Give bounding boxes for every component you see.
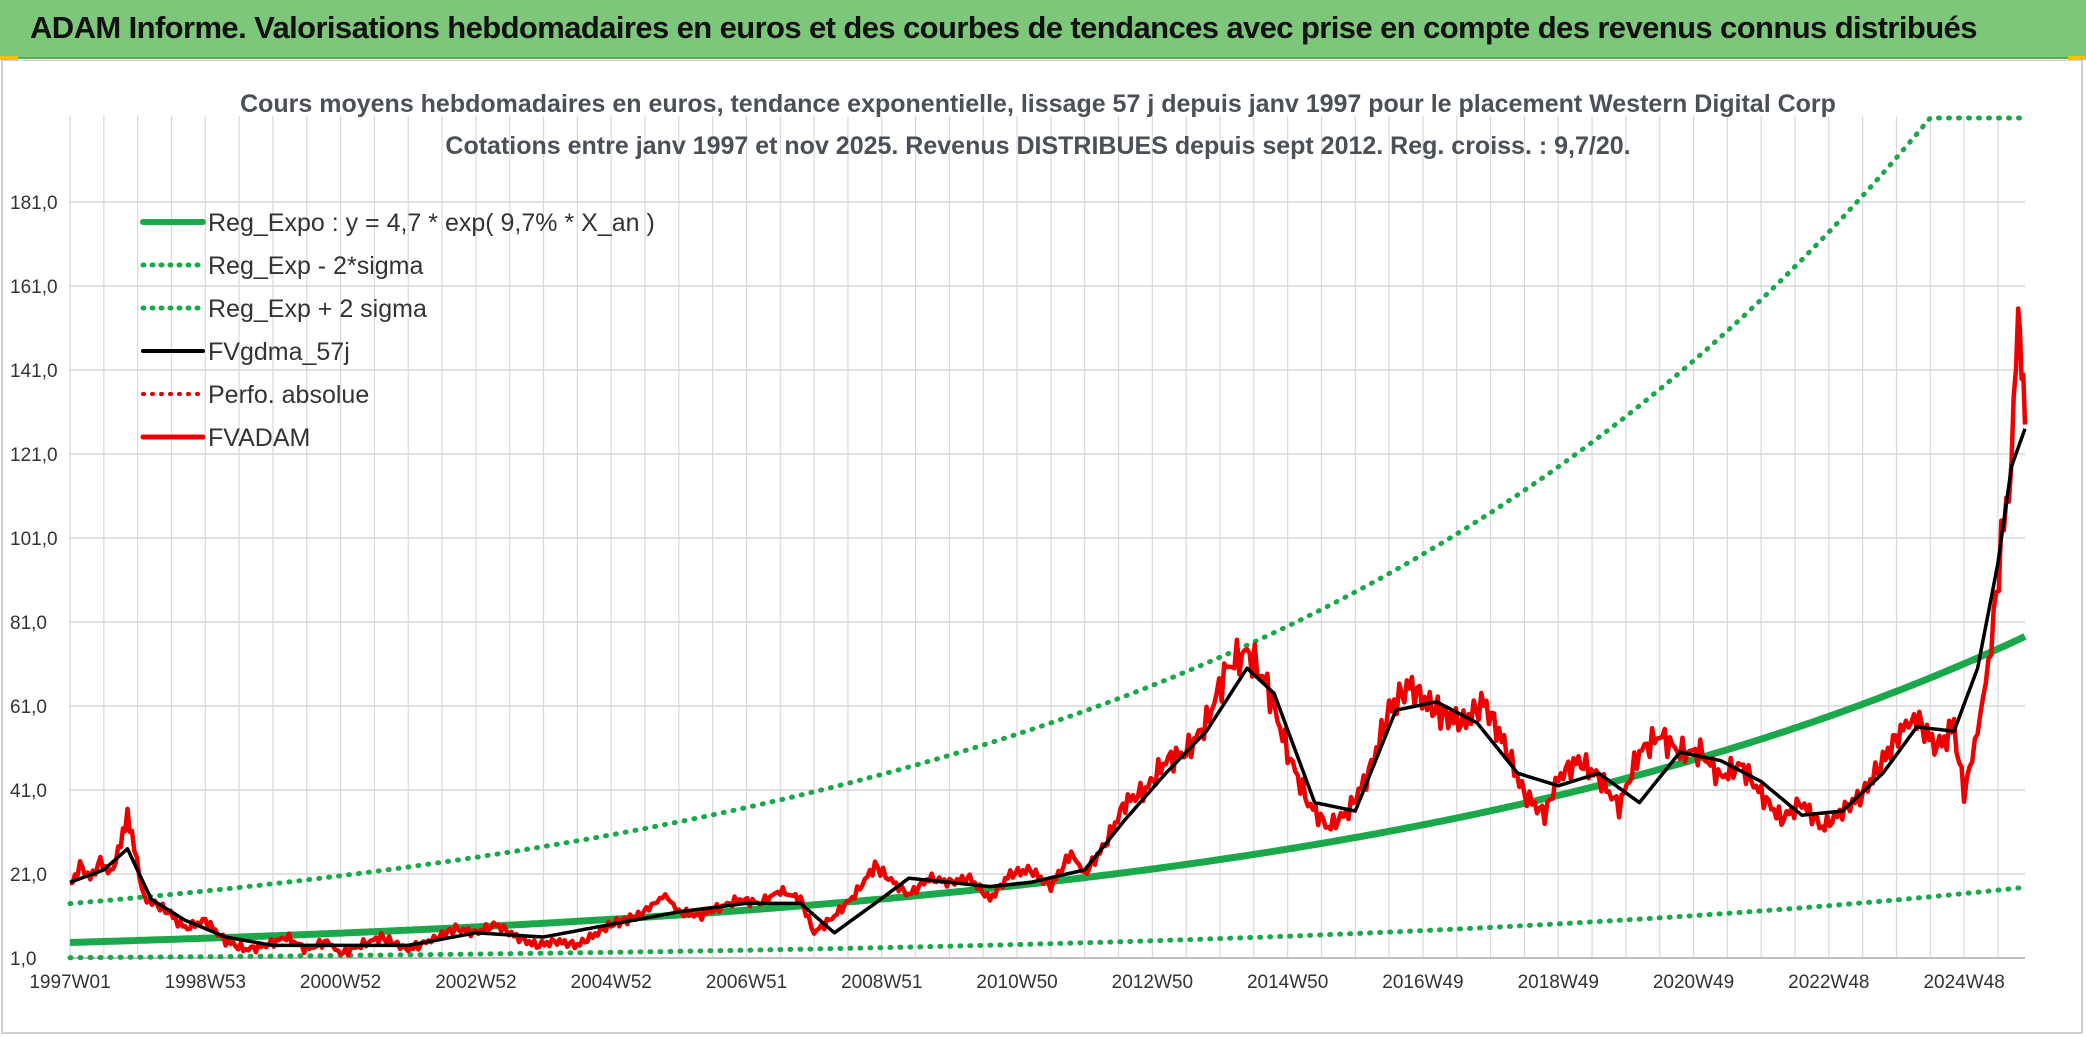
- x-tick-label: 2022W48: [1788, 972, 1869, 993]
- x-tick-label: 2012W50: [1112, 972, 1193, 993]
- corner-mark-left: [0, 56, 18, 62]
- x-tick-label: 2016W49: [1382, 972, 1463, 993]
- chart-subtitle: Cotations entre janv 1997 et nov 2025. R…: [445, 132, 1630, 160]
- x-tick-label: 2020W49: [1653, 972, 1734, 993]
- x-tick-label: 2018W49: [1518, 972, 1599, 993]
- fvgdma-57j-line: [69, 428, 2027, 948]
- y-tick-label: 141,0: [10, 361, 58, 382]
- x-tick-label: 2002W52: [435, 972, 516, 993]
- chart-background: [0, 60, 2086, 1037]
- corner-mark-right: [2068, 56, 2086, 62]
- chart-frame: [1, 60, 2083, 1034]
- y-tick-label: 21,0: [10, 865, 47, 886]
- report-title: ADAM Informe. Valorisations hebdomadaire…: [30, 10, 1977, 45]
- x-tick-label: 2010W50: [976, 972, 1057, 993]
- legend-label: Reg_Exp - 2*sigma: [208, 252, 423, 280]
- chart-title: Cours moyens hebdomadaires en euros, ten…: [240, 90, 1836, 118]
- y-tick-label: 81,0: [10, 613, 47, 634]
- x-tick-label: 2006W51: [706, 972, 787, 993]
- reg-exp-minus-2-sigma-line: [67, 884, 2028, 961]
- x-tick-label: 2004W52: [571, 972, 652, 993]
- legend-label: Perfo. absolue: [208, 381, 369, 409]
- x-tick-label: 2024W48: [1923, 972, 2004, 993]
- x-tick-label: 1998W53: [165, 972, 246, 993]
- reg-exp-plus-2-sigma-line: [67, 115, 2028, 907]
- x-tick-label: 2000W52: [300, 972, 381, 993]
- series-layer: [67, 115, 2028, 961]
- x-tick-label: 1997W01: [29, 972, 110, 993]
- report-banner: ADAM Informe. Valorisations hebdomadaire…: [0, 0, 2086, 59]
- legend-label: Reg_Exp + 2 sigma: [208, 295, 427, 323]
- y-axis-ticks: 1,0 21,0 41,0 61,0 81,0 101,0 121,0 141,0 161,0 1…: [10, 193, 58, 970]
- x-tick-label: 2014W50: [1247, 972, 1328, 993]
- y-tick-label: 101,0: [10, 529, 58, 550]
- y-tick-label: 181,0: [10, 193, 58, 214]
- y-tick-label: 41,0: [10, 781, 47, 802]
- valuation-chart: Cours moyens hebdomadaires en euros, ten…: [0, 60, 2086, 1037]
- legend-label: Reg_Expo : y = 4,7 * exp( 9,7% * X_an ): [208, 209, 655, 237]
- gridlines: [69, 116, 2025, 959]
- x-tick-label: 2008W51: [841, 972, 922, 993]
- legend-label: FVADAM: [208, 424, 310, 452]
- y-tick-label: 121,0: [10, 445, 58, 466]
- legend: Reg_Expo : y = 4,7 * exp( 9,7% * X_an ) R…: [140, 209, 655, 452]
- legend-label: FVgdma_57j: [208, 338, 350, 366]
- y-tick-label: 1,0: [10, 949, 36, 970]
- x-axis-ticks: 1997W01 1998W53 2000W52 2002W52 2004W52 2006W…: [29, 972, 2004, 993]
- y-tick-label: 61,0: [10, 697, 47, 718]
- y-tick-label: 161,0: [10, 277, 58, 298]
